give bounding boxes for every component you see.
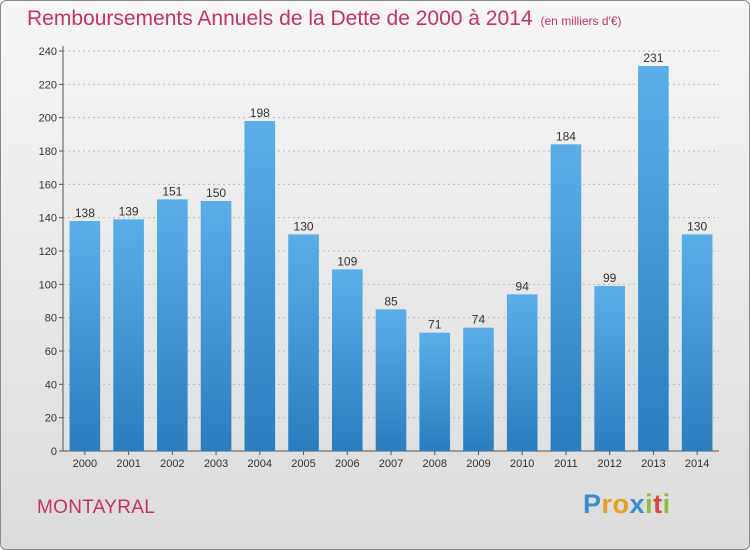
value-label-2012: 99 — [603, 271, 617, 285]
y-tick-label: 240 — [39, 46, 57, 58]
y-tick-label: 160 — [39, 179, 57, 191]
bar-2001 — [113, 219, 144, 451]
bar-2008 — [419, 332, 451, 451]
bar-2012 — [594, 286, 625, 451]
value-label-2006: 109 — [337, 254, 357, 268]
chart-unit-label: (en milliers d'€) — [540, 14, 622, 28]
x-tick-label-2002: 2002 — [160, 458, 184, 470]
x-tick-label-2005: 2005 — [291, 458, 315, 470]
value-label-2008: 71 — [428, 318, 442, 332]
y-tick-label: 20 — [45, 413, 57, 425]
value-label-2014: 130 — [687, 219, 707, 233]
bar-2006 — [331, 269, 363, 451]
bar-2011 — [550, 144, 582, 452]
bar-2014 — [681, 234, 713, 451]
y-tick-label: 220 — [39, 79, 57, 91]
bar-2013 — [638, 66, 669, 451]
value-label-2004: 198 — [250, 106, 270, 120]
logo-letter: r — [601, 489, 613, 519]
y-tick-label: 40 — [45, 379, 57, 391]
x-tick-label-2014: 2014 — [685, 458, 709, 470]
bar-2000 — [69, 221, 101, 451]
bar-2005 — [288, 234, 319, 451]
y-tick-label: 100 — [39, 279, 57, 291]
chart-title-text: Remboursements Annuels de la Dette de 20… — [27, 7, 533, 30]
x-tick-label-2006: 2006 — [335, 458, 359, 470]
x-tick-label-2007: 2007 — [379, 458, 403, 470]
x-tick-label-2008: 2008 — [422, 458, 446, 470]
x-tick-label-2010: 2010 — [510, 458, 534, 470]
chart-title: Remboursements Annuels de la Dette de 20… — [27, 7, 622, 31]
value-label-2010: 94 — [516, 279, 530, 293]
value-label-2007: 85 — [384, 294, 398, 308]
bar-2003 — [200, 201, 232, 451]
value-label-2013: 231 — [643, 51, 663, 65]
x-tick-label-2011: 2011 — [554, 458, 578, 470]
bar-2004 — [244, 121, 276, 451]
value-label-2001: 139 — [119, 204, 139, 218]
y-tick-label: 140 — [39, 213, 57, 225]
x-tick-label-2003: 2003 — [204, 458, 228, 470]
bar-2002 — [157, 199, 188, 451]
y-tick-label: 180 — [39, 146, 57, 158]
town-name: MONTAYRAL — [37, 497, 156, 518]
value-label-2002: 151 — [162, 184, 182, 198]
logo-letter: x — [629, 489, 646, 519]
x-tick-label-2000: 2000 — [73, 458, 97, 470]
value-label-2003: 150 — [206, 186, 226, 200]
logo-letter: i — [645, 489, 654, 519]
y-tick-label: 60 — [45, 346, 57, 358]
proxiti-logo: Proxiti — [583, 489, 671, 520]
bar-2007 — [375, 309, 407, 451]
y-tick-label: 120 — [39, 246, 57, 258]
bar-2009 — [463, 327, 494, 451]
logo-letter: o — [612, 489, 630, 519]
y-tick-label: 80 — [45, 313, 57, 325]
x-tick-label-2001: 2001 — [116, 458, 140, 470]
logo-letter: i — [662, 489, 671, 519]
x-tick-label-2012: 2012 — [597, 458, 621, 470]
value-label-2005: 130 — [294, 219, 314, 233]
value-label-2009: 74 — [472, 313, 486, 327]
value-label-2011: 184 — [556, 129, 576, 143]
y-tick-label: 0 — [51, 446, 57, 458]
value-label-2000: 138 — [75, 206, 95, 220]
logo-letter: P — [583, 489, 602, 519]
bar-2010 — [506, 294, 538, 451]
x-tick-label-2013: 2013 — [641, 458, 665, 470]
y-tick-label: 200 — [39, 113, 57, 125]
x-tick-label-2009: 2009 — [466, 458, 490, 470]
x-tick-label-2004: 2004 — [248, 458, 272, 470]
logo-letter: t — [653, 489, 663, 519]
